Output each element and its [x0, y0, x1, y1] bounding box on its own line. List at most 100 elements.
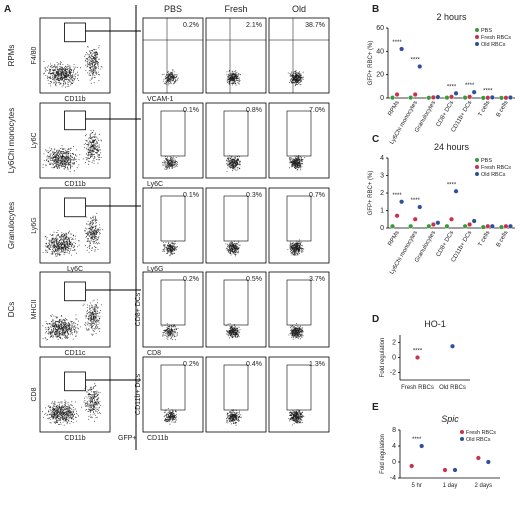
flow-plot	[205, 356, 267, 433]
column-header: Old	[292, 4, 306, 14]
flow-plot	[205, 271, 267, 348]
x-tick-label: B cells	[496, 100, 510, 118]
y-tick-label: 40	[376, 48, 384, 55]
plot-x-label: CD8	[147, 350, 161, 357]
legend-marker	[460, 430, 464, 434]
gate	[64, 281, 86, 302]
y-tick-label: -2	[390, 370, 396, 377]
significance: ****	[411, 198, 421, 204]
percent: 3.7%	[309, 276, 325, 283]
legend-marker	[475, 42, 479, 46]
flow-dots	[226, 409, 242, 426]
significance: ****	[465, 83, 475, 89]
data-point	[471, 89, 477, 95]
gate-y-label: CD8	[31, 387, 38, 401]
flow-plot	[268, 102, 330, 179]
data-point	[415, 355, 421, 361]
x-tick-label: T cells	[478, 230, 492, 248]
data-point	[426, 223, 432, 229]
panel-label: C	[372, 134, 379, 145]
data-point	[399, 199, 405, 205]
significance: ****	[412, 437, 422, 443]
data-point	[471, 218, 477, 224]
data-point	[417, 63, 423, 69]
significance: ****	[392, 193, 402, 199]
chart-title: 24 hours	[434, 142, 470, 152]
plot-y-label: CD8+ DCs	[135, 292, 142, 326]
row-label: DCs	[7, 302, 16, 318]
percent: 0.5%	[246, 276, 262, 283]
data-point	[453, 188, 459, 194]
significance: ****	[447, 84, 457, 90]
flow-dots	[163, 408, 177, 425]
flow-dots	[289, 154, 306, 171]
plot-x-label: CD11b	[147, 435, 168, 442]
data-point	[412, 216, 418, 222]
gate-plot	[39, 187, 111, 264]
data-point	[475, 455, 481, 461]
legend-marker	[475, 158, 479, 162]
percent: 0.3%	[246, 192, 262, 199]
flow-dots	[225, 240, 241, 257]
plot-x-label: VCAM-1	[147, 96, 174, 103]
y-axis-label: Fold regulation	[380, 434, 386, 474]
data-point	[480, 224, 486, 230]
flow-plot	[268, 271, 330, 348]
flow-dots	[162, 155, 178, 170]
gate	[286, 195, 312, 242]
data-point	[503, 95, 509, 101]
gate-plot	[39, 356, 111, 433]
gate-x-label: CD11b	[64, 435, 85, 442]
row-label: Granulocytes	[7, 202, 16, 249]
percent: 38.7%	[305, 22, 325, 29]
y-tick-label: 3	[380, 173, 384, 180]
gate-y-label: Ly6G	[31, 217, 38, 233]
plot-x-label: Ly6C	[147, 181, 163, 188]
legend-label: Fresh RBCs	[481, 165, 511, 171]
flow-dots	[162, 69, 179, 86]
percent: 0.2%	[183, 361, 199, 368]
x-tick-label: RPMs	[387, 230, 400, 247]
panel-label: D	[372, 314, 379, 325]
gate	[223, 195, 249, 242]
flow-dots	[82, 299, 102, 336]
gate	[64, 197, 86, 218]
flow-plot	[142, 17, 204, 94]
data-point	[507, 223, 513, 229]
percent: 2.1%	[246, 22, 262, 29]
flow-plot	[205, 102, 267, 179]
x-tick-label: Old RBCs	[439, 385, 466, 391]
panel-label: B	[372, 4, 379, 15]
y-tick-label: 0	[380, 225, 384, 232]
percent: 0.4%	[246, 361, 262, 368]
legend-marker	[475, 172, 479, 176]
flow-plot	[268, 356, 330, 433]
flow-plot	[205, 17, 267, 94]
legend-label: Fresh RBCs	[466, 430, 496, 436]
significance: ****	[447, 182, 457, 188]
data-point	[390, 95, 396, 101]
data-point	[408, 95, 414, 101]
plot-x-label: Ly6G	[147, 266, 163, 273]
significance: ****	[483, 88, 493, 94]
data-point	[430, 221, 436, 227]
legend-label: Old RBCs	[466, 437, 491, 443]
y-tick-label: -4	[390, 475, 396, 482]
chart-title: HO-1	[424, 319, 446, 329]
x-tick-label: 5 hr	[411, 483, 421, 489]
data-point	[394, 213, 400, 219]
percent: 1.3%	[309, 361, 325, 368]
data-point	[417, 204, 423, 210]
percent: 0.2%	[183, 276, 199, 283]
flow-dots	[84, 45, 103, 84]
percent: 7.0%	[309, 107, 325, 114]
gate	[286, 279, 312, 326]
y-tick-label: 8	[392, 427, 396, 434]
flow-dots	[162, 240, 178, 257]
legend-label: Old RBCs	[481, 42, 506, 48]
percent: 0.7%	[309, 192, 325, 199]
data-point	[435, 220, 441, 226]
gate-x-label: CD11c	[65, 350, 86, 357]
flow-dots	[161, 323, 179, 341]
